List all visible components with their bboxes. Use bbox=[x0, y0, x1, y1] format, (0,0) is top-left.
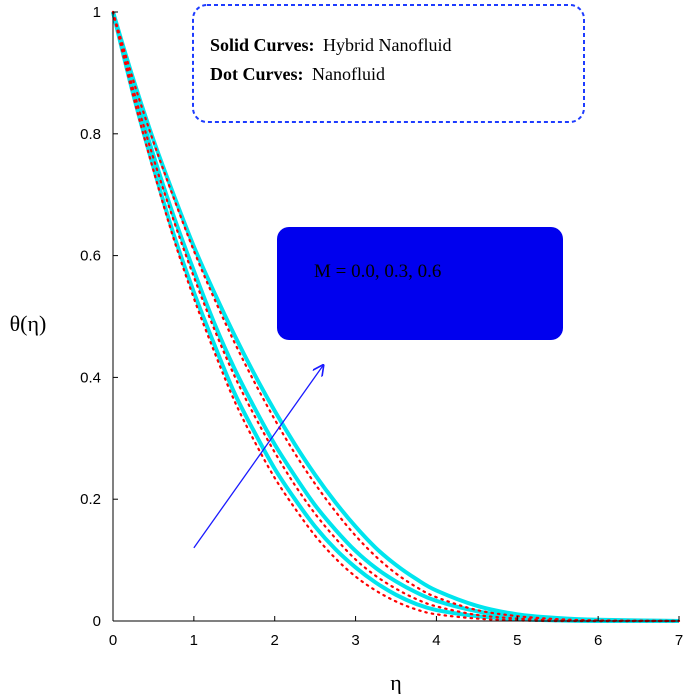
annotation-arrow bbox=[193, 365, 323, 549]
annotation-box bbox=[277, 227, 563, 340]
y-tick-label: 0.8 bbox=[80, 126, 101, 143]
x-tick-label: 6 bbox=[594, 632, 602, 649]
legend-solid-key: Solid Curves: bbox=[210, 35, 315, 55]
series-line-dotted-3 bbox=[111, 10, 681, 623]
series-line-solid-2 bbox=[111, 11, 680, 623]
ticks-layer: 0 1 2 3 4 5 6 7 0 0.2 0.4 0.6 0.8 1 bbox=[80, 4, 683, 649]
legend: Solid Curves: Hybrid Nanofluid Dot Curve… bbox=[192, 4, 585, 123]
x-tick-label: 4 bbox=[432, 632, 440, 649]
x-tick-label: 3 bbox=[351, 632, 359, 649]
x-tick-label: 2 bbox=[271, 632, 279, 649]
y-tick-label: 0 bbox=[93, 613, 101, 630]
legend-entry-solid: Solid Curves: Hybrid Nanofluid bbox=[210, 35, 452, 55]
annotation: M = 0.0, 0.3, 0.6 bbox=[277, 227, 563, 340]
x-tick-label: 5 bbox=[513, 632, 521, 649]
legend-entry-dotted: Dot Curves: Nanofluid bbox=[210, 64, 385, 84]
x-axis-label: η bbox=[390, 670, 402, 694]
legend-solid-text: Hybrid Nanofluid bbox=[323, 35, 451, 55]
legend-dotted-key: Dot Curves: bbox=[210, 64, 303, 84]
y-tick-label: 0.4 bbox=[80, 369, 101, 386]
legend-box bbox=[192, 4, 585, 123]
series-layer bbox=[111, 10, 681, 624]
y-tick-label: 1 bbox=[93, 4, 101, 21]
y-tick-label: 0.2 bbox=[80, 491, 101, 508]
series-line-dotted-4 bbox=[111, 10, 681, 623]
legend-dotted-text: Nanofluid bbox=[312, 64, 385, 84]
annotation-text: M = 0.0, 0.3, 0.6 bbox=[314, 261, 441, 282]
series-line-dotted-5 bbox=[111, 10, 681, 623]
x-tick-label: 7 bbox=[675, 632, 683, 649]
x-tick-label: 1 bbox=[190, 632, 198, 649]
y-tick-label: 0.6 bbox=[80, 248, 101, 265]
x-tick-label: 0 bbox=[109, 632, 117, 649]
y-axis-label: θ(η) bbox=[10, 311, 47, 336]
